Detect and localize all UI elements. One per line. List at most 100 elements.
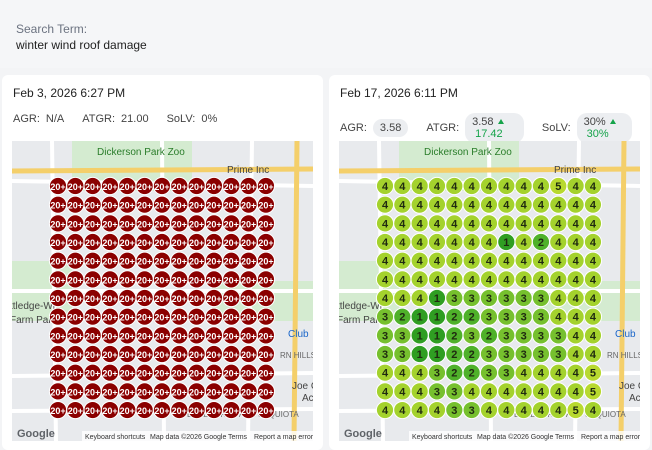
rank-label: 4 [538,218,545,230]
rank-label: 20+ [102,350,117,360]
rank-label: 4 [486,274,493,286]
rank-label: 20+ [224,294,239,304]
rank-label: 4 [538,368,545,380]
card-date: Feb 3, 2026 6:27 PM [13,86,126,100]
rank-label: 3 [521,349,527,361]
rank-label: 1 [417,330,423,342]
rank-label: 20+ [50,387,65,397]
rank-label: 20+ [206,313,221,323]
rank-label: 20+ [258,350,273,360]
attribution-bg [82,431,313,441]
metric-number: 21.00 [121,113,149,125]
rank-label: 20+ [85,387,100,397]
rank-label: 20+ [68,219,83,229]
search-label: Search Term: [16,22,88,36]
rank-label: 20+ [137,369,152,379]
rank-label: 3 [538,293,544,305]
rank-label: 4 [590,181,597,193]
rank-label: 4 [417,200,424,212]
rank-label: 4 [555,368,562,380]
metric-label: SoLV: [541,122,571,134]
rank-label: 4 [521,368,528,380]
map-label: SEQUIOTA [258,410,299,419]
rank-label: 20+ [258,294,273,304]
rank-label: 1 [434,330,440,342]
rank-label: 20+ [137,275,152,285]
rank-label: 4 [486,405,493,417]
rank-label: 20+ [120,313,135,323]
rank-label: 20+ [85,331,100,341]
rank-label: 4 [382,386,389,398]
rank-label: 20+ [172,406,187,416]
rank-label: 4 [590,349,597,361]
rank-label: 3 [382,349,388,361]
rank-label: 4 [538,386,545,398]
rank-label: 20+ [189,182,204,192]
map-label: Farm Park [12,315,58,326]
rank-label: 4 [538,200,545,212]
rank-label: 20+ [154,238,169,248]
rank-label: 3 [521,312,527,324]
rank-label: 20+ [102,313,117,323]
rank-label: 20+ [241,238,256,248]
rank-label: 4 [503,386,510,398]
rank-label: 4 [590,330,597,342]
rank-label: 20+ [206,275,221,285]
rank-label: 4 [538,181,545,193]
rank-label: 4 [469,218,476,230]
rank-label: 20+ [137,406,152,416]
rank-label: 20+ [68,294,83,304]
rank-label: 20+ [172,257,187,267]
rank-label: 20+ [68,406,83,416]
rank-marker [256,214,276,233]
rank-label: 20+ [85,219,100,229]
rank-label: 4 [469,274,476,286]
rank-label: 20+ [102,201,117,211]
rank-label: 20+ [224,257,239,267]
map-label: Club [288,329,309,340]
rank-label: 20+ [206,201,221,211]
rank-label: 4 [451,200,458,212]
rank-label: 20+ [68,369,83,379]
rank-label: 4 [521,200,528,212]
map: Dickerson Park Zoo Prime Inc ttledge-Wi Far… [12,141,313,441]
rank-label: 20+ [85,369,100,379]
rank-label: 4 [486,200,493,212]
rank-label: 20+ [241,369,256,379]
rank-marker [256,270,276,289]
rank-label: 20+ [68,387,83,397]
rank-label: 2 [486,330,492,342]
rank-label: 20+ [154,257,169,267]
rank-label: 4 [399,368,406,380]
rank-label: 4 [521,256,528,268]
rank-label: 3 [469,330,475,342]
rank-label: 20+ [102,219,117,229]
metric-number: N/A [45,113,65,125]
rank-label: 20+ [68,275,83,285]
rank-label: 4 [434,274,441,286]
metric-value: 3.5817.42 [465,113,524,143]
rank-label: 20+ [172,238,187,248]
rank-label: 4 [434,256,441,268]
rank-label: 20+ [85,406,100,416]
map: Dickerson Park Zoo Prime Inc ttledge-Wi Far… [339,141,640,441]
rank-label: 4 [555,293,562,305]
rank-label: 20+ [206,257,221,267]
rank-label: 20+ [68,331,83,341]
rank-marker [583,270,603,289]
rank-marker [583,382,603,401]
up-arrow [609,119,616,124]
rank-label: 3 [538,349,544,361]
rank-label: 4 [555,274,562,286]
rank-label: 1 [503,237,509,249]
rank-label: 20+ [50,313,65,323]
rank-label: 20+ [154,182,169,192]
rank-label: 20+ [50,275,65,285]
rank-label: 20+ [172,201,187,211]
rank-label: 20+ [189,331,204,341]
rank-label: 1 [417,349,423,361]
rank-label: 20+ [120,219,135,229]
rank-label: 20+ [68,201,83,211]
rank-label: 4 [417,181,424,193]
